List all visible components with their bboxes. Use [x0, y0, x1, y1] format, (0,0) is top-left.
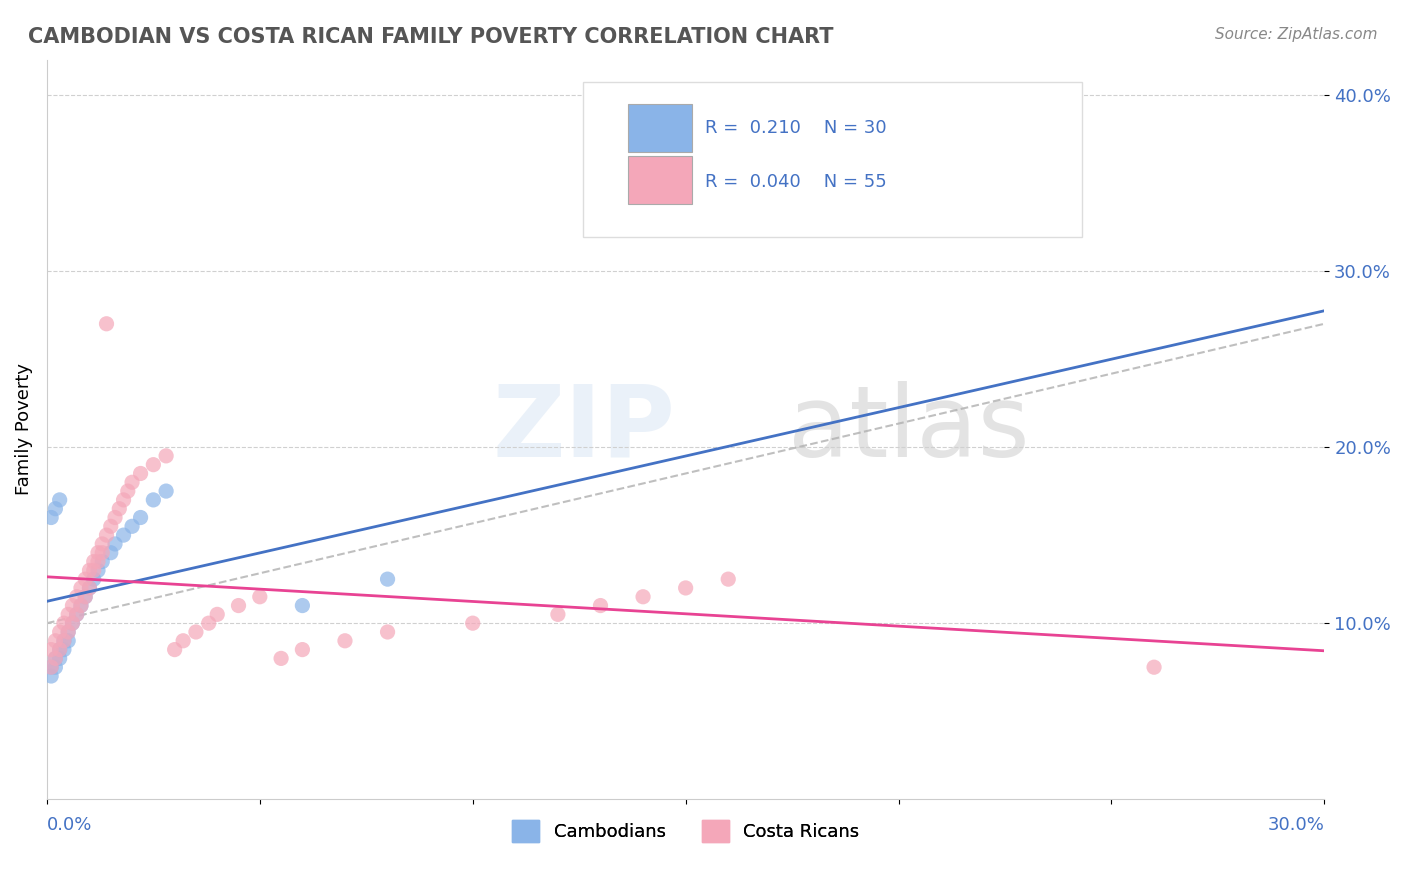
Point: [87, 555, 110, 569]
Point: [461, 616, 484, 631]
Point: [91, 555, 114, 569]
Point: [270, 651, 292, 665]
Point: [48, 642, 70, 657]
Text: CAMBODIAN VS COSTA RICAN FAMILY POVERTY CORRELATION CHART: CAMBODIAN VS COSTA RICAN FAMILY POVERTY …: [28, 27, 834, 46]
Point: [91, 546, 114, 560]
Point: [155, 484, 177, 499]
Point: [108, 501, 131, 516]
Point: [104, 537, 127, 551]
Point: [39, 660, 62, 674]
Point: [100, 519, 122, 533]
Text: Source: ZipAtlas.com: Source: ZipAtlas.com: [1215, 27, 1378, 42]
Point: [197, 616, 219, 631]
Point: [184, 624, 207, 639]
Text: 30.0%: 30.0%: [1268, 815, 1324, 833]
Point: [66, 607, 89, 622]
Text: ZIP: ZIP: [492, 381, 675, 478]
Point: [48, 624, 70, 639]
Point: [44, 651, 66, 665]
Point: [228, 599, 250, 613]
Point: [52, 633, 75, 648]
Point: [52, 642, 75, 657]
Point: [163, 642, 186, 657]
Point: [121, 475, 143, 490]
Y-axis label: Family Poverty: Family Poverty: [15, 363, 32, 495]
Point: [79, 581, 101, 595]
Point: [87, 546, 110, 560]
Point: [117, 484, 139, 499]
Point: [121, 519, 143, 533]
Point: [56, 624, 79, 639]
Point: [39, 642, 62, 657]
Point: [142, 492, 165, 507]
Point: [333, 633, 356, 648]
Point: [79, 581, 101, 595]
Point: [66, 590, 89, 604]
Point: [52, 616, 75, 631]
FancyBboxPatch shape: [628, 104, 692, 152]
Point: [631, 590, 654, 604]
FancyBboxPatch shape: [628, 156, 692, 204]
Point: [112, 528, 135, 542]
Point: [62, 616, 84, 631]
Text: atlas: atlas: [787, 381, 1029, 478]
Point: [48, 642, 70, 657]
Point: [172, 633, 194, 648]
Point: [83, 572, 105, 586]
Point: [70, 599, 93, 613]
Point: [39, 510, 62, 524]
Point: [87, 563, 110, 577]
Point: [104, 510, 127, 524]
Point: [56, 624, 79, 639]
Point: [547, 607, 569, 622]
Point: [75, 590, 97, 604]
Point: [44, 651, 66, 665]
Point: [377, 624, 399, 639]
Point: [83, 563, 105, 577]
Point: [96, 317, 118, 331]
Point: [91, 537, 114, 551]
Text: R =  0.210    N = 30: R = 0.210 N = 30: [704, 119, 886, 136]
Point: [155, 449, 177, 463]
Point: [56, 633, 79, 648]
Point: [62, 599, 84, 613]
Point: [129, 467, 152, 481]
Point: [291, 642, 314, 657]
FancyBboxPatch shape: [583, 82, 1081, 237]
Point: [142, 458, 165, 472]
Point: [100, 546, 122, 560]
Point: [717, 572, 740, 586]
Point: [48, 492, 70, 507]
Point: [1143, 660, 1166, 674]
Text: 0.0%: 0.0%: [46, 815, 93, 833]
Point: [56, 607, 79, 622]
Point: [70, 599, 93, 613]
Point: [83, 555, 105, 569]
Point: [589, 599, 612, 613]
Point: [291, 599, 314, 613]
Point: [377, 572, 399, 586]
Point: [75, 572, 97, 586]
Point: [675, 581, 697, 595]
Point: [75, 590, 97, 604]
Point: [70, 581, 93, 595]
Point: [205, 607, 228, 622]
Point: [44, 501, 66, 516]
Point: [66, 607, 89, 622]
Point: [96, 528, 118, 542]
Point: [39, 660, 62, 674]
Point: [62, 616, 84, 631]
Point: [44, 660, 66, 674]
Point: [48, 651, 70, 665]
Point: [39, 669, 62, 683]
Point: [112, 492, 135, 507]
Point: [249, 590, 271, 604]
Text: R =  0.040    N = 55: R = 0.040 N = 55: [704, 173, 887, 191]
Point: [44, 633, 66, 648]
Point: [129, 510, 152, 524]
Legend: Cambodians, Costa Ricans: Cambodians, Costa Ricans: [505, 813, 866, 849]
Point: [52, 633, 75, 648]
Point: [79, 563, 101, 577]
